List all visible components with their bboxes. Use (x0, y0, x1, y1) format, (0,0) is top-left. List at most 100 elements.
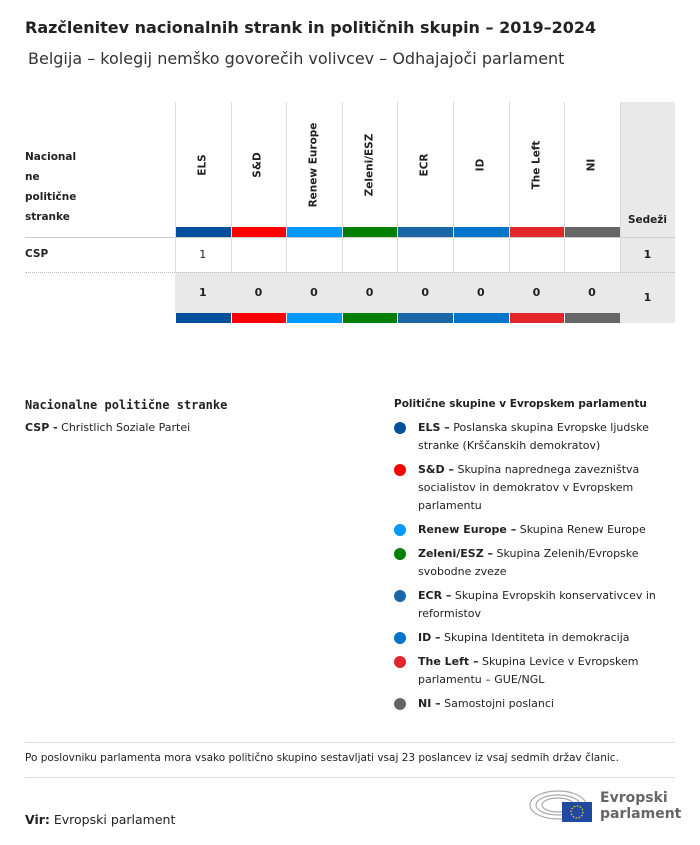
group-legend-item: Renew Europe – Skupina Renew Europe (394, 521, 664, 539)
column-divider (341, 102, 343, 272)
group-color-dot-icon (394, 524, 406, 536)
group-name: NI (585, 158, 598, 171)
group-color-bar (454, 227, 509, 237)
footnote-divider-top (25, 742, 675, 743)
group-legend-item: ECR – Skupina Evropskih konservativcev i… (394, 587, 664, 623)
group-name: The Left (530, 140, 543, 189)
group-color-bar-bottom (398, 313, 453, 323)
csp-group-value (564, 237, 620, 272)
group-color-bar (509, 227, 565, 237)
group-total: 0 (365, 286, 374, 299)
column-header: NI (564, 102, 619, 227)
page-subtitle: Belgija – kolegij nemško govorečih voliv… (28, 49, 565, 68)
group-desc: Skupina Identiteta in demokracija (440, 631, 630, 644)
group-color-bar-bottom (509, 313, 565, 323)
group-legend-item: ID – Skupina Identiteta in demokracija (394, 629, 664, 647)
group-desc: Skupina Zelenih/Evropske svobodne zveze (418, 547, 639, 578)
group-name: S&D (252, 151, 265, 178)
group-color-bar (342, 227, 398, 237)
total-seats: 1 (643, 290, 652, 304)
column-divider (397, 102, 399, 272)
row-header-line: stranke (25, 211, 70, 223)
group-desc: Skupina Renew Europe (516, 523, 646, 536)
row-header-line: politične (25, 191, 77, 203)
totals-row-bg (175, 272, 620, 313)
group-total: 0 (532, 286, 541, 299)
row-header-line: Nacional (25, 151, 77, 163)
group-legend-item: Zeleni/ESZ – Skupina Zelenih/Evropske sv… (394, 545, 664, 581)
logo-line2: parlament (600, 806, 682, 822)
group-total: 0 (310, 286, 318, 299)
group-legend: Politične skupine v Evropskem parlamentu… (394, 398, 664, 719)
seats-column-bg (620, 102, 675, 323)
group-color-bar-bottom (342, 313, 398, 323)
group-abbr: NI – (418, 697, 441, 710)
group-color-bar (287, 227, 342, 237)
party-abbr: CSP - (25, 421, 58, 434)
national-legend-title: Nacionalne politične stranke (25, 398, 228, 412)
row-header: Nacional ne politične stranke (25, 147, 76, 227)
group-name: Zeleni/ESZ (363, 133, 376, 196)
group-color-bar-bottom (287, 313, 342, 323)
footnote-divider-bottom (25, 777, 675, 778)
party-name: Christlich Soziale Partei (57, 421, 191, 434)
group-color-dot-icon (394, 590, 406, 602)
column-header: The Left (509, 102, 564, 227)
source-label: Vir: (25, 812, 50, 827)
row-divider (25, 272, 675, 273)
group-color-bar-bottom (454, 313, 509, 323)
group-name: ECR (418, 153, 431, 176)
seats-csp: 1 (643, 248, 652, 261)
group-name: Renew Europe (307, 122, 320, 207)
group-abbr: ECR – (418, 589, 452, 602)
csp-group-value (509, 237, 565, 272)
group-color-bar (398, 227, 453, 237)
column-header: ID (453, 102, 508, 227)
csp-group-value (342, 237, 398, 272)
group-color-dot-icon (394, 464, 406, 476)
csp-group-value (397, 237, 453, 272)
csp-group-value (286, 237, 342, 272)
column-divider (619, 102, 621, 272)
column-divider (508, 102, 510, 272)
column-header: ECR (397, 102, 452, 227)
group-abbr: ELS – (418, 421, 450, 434)
group-desc: Skupina Evropskih konservativcev in refo… (418, 589, 656, 620)
group-legend-item: ELS – Poslanska skupina Evropske ljudske… (394, 419, 664, 455)
group-color-bar (176, 227, 231, 237)
group-legend-item: The Left – Skupina Levice v Evropskem pa… (394, 653, 664, 689)
group-color-bar (565, 227, 620, 237)
ep-logo: Evropski parlament (528, 787, 681, 825)
group-color-dot-icon (394, 422, 406, 434)
group-abbr: The Left – (418, 655, 479, 668)
source-value: Evropski parlament (49, 812, 176, 827)
group-legend-item: S&D – Skupina naprednega zavezništva soc… (394, 461, 664, 515)
csp-group-value: 1 (199, 248, 207, 261)
group-total: 0 (476, 286, 485, 299)
group-desc: Skupina Levice v Evropskem parlamentu – … (418, 655, 639, 686)
page-title: Razčlenitev nacionalnih strank in politi… (25, 18, 597, 37)
group-legend-title: Politične skupine v Evropskem parlamentu (394, 398, 647, 410)
party-csp: CSP (25, 248, 49, 260)
group-desc: Poslanska skupina Evropske ljudske stran… (418, 421, 649, 452)
national-legend-item: CSP - Christlich Soziale Partei (25, 421, 355, 434)
csp-group-value (453, 237, 509, 272)
column-divider (453, 102, 454, 272)
column-divider (175, 102, 176, 272)
column-divider (564, 102, 566, 272)
group-total: 0 (254, 286, 263, 299)
seats-header: Sedeži (627, 214, 668, 226)
footnote: Po poslovniku parlamenta mora vsako poli… (25, 752, 619, 764)
group-color-dot-icon (394, 656, 406, 668)
national-legend: Nacionalne politične stranke CSP - Chris… (25, 398, 355, 434)
source: Vir: Evropski parlament (25, 812, 175, 827)
column-header: Zeleni/ESZ (342, 102, 397, 227)
logo-line1: Evropski (600, 790, 668, 806)
group-name: ID (474, 158, 487, 171)
group-color-bar (231, 227, 287, 237)
hemicycle-flag-icon (529, 790, 592, 822)
group-desc: Samostojni poslanci (440, 697, 554, 710)
group-abbr: ID – (418, 631, 441, 644)
group-color-bar-bottom (565, 313, 620, 323)
group-abbr: Zeleni/ESZ – (418, 547, 494, 560)
